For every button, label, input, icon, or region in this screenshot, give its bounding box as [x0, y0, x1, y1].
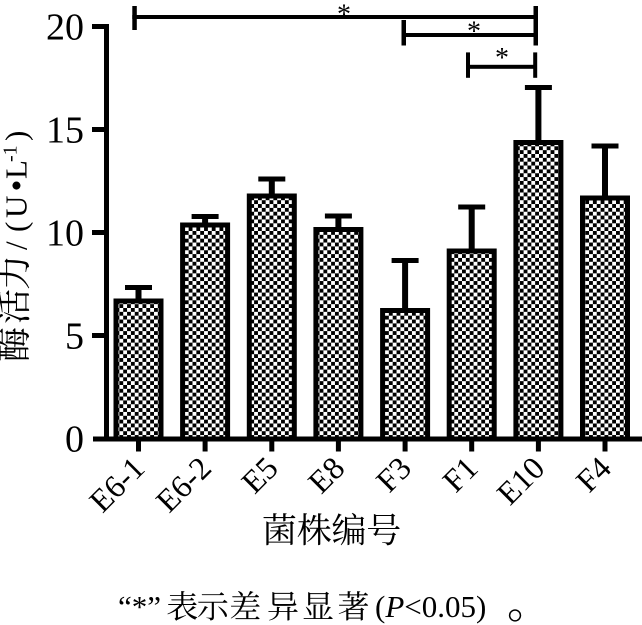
svg-text:*: *: [467, 17, 481, 48]
svg-text:0: 0: [65, 419, 84, 461]
svg-text:*: *: [337, 0, 351, 31]
svg-text:): ): [0, 131, 34, 141]
svg-text:20: 20: [46, 7, 84, 49]
svg-text:(: (: [0, 222, 34, 232]
svg-text:-1: -1: [0, 145, 22, 162]
svg-text:*: *: [495, 43, 509, 74]
svg-text:10: 10: [46, 213, 84, 255]
svg-text:/: /: [0, 241, 34, 250]
svg-text:L: L: [0, 160, 34, 179]
svg-text:(P<0.05): (P<0.05): [375, 589, 486, 624]
svg-text:U: U: [0, 196, 34, 218]
svg-text:•: •: [0, 180, 36, 192]
svg-text:15: 15: [46, 110, 84, 152]
svg-text:5: 5: [65, 316, 84, 358]
svg-text:“*”: “*”: [118, 589, 161, 624]
